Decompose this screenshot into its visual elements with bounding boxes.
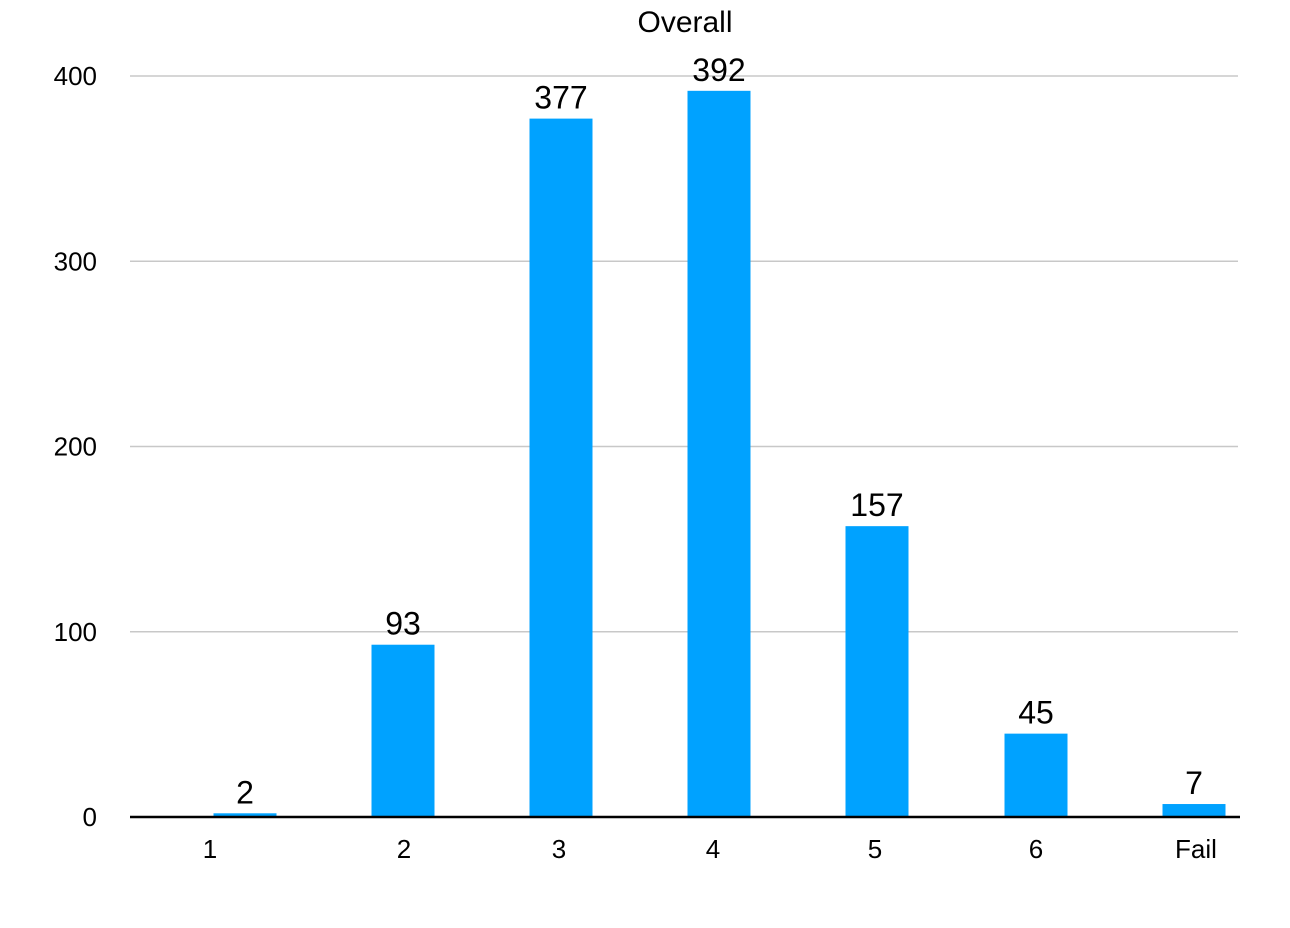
bar [1004, 733, 1068, 817]
y-tick-label: 400 [54, 61, 97, 91]
y-tick-label: 300 [54, 246, 97, 276]
chart-title: Overall [637, 6, 732, 39]
x-tick-label: 6 [1029, 834, 1043, 864]
x-tick-label: 2 [397, 834, 411, 864]
data-label: 157 [850, 487, 903, 523]
bar [687, 90, 751, 817]
x-tick-label: 5 [868, 834, 882, 864]
data-label: 45 [1018, 695, 1054, 731]
data-label: 93 [385, 606, 421, 642]
x-tick-label: 1 [203, 834, 217, 864]
x-tick-label: 3 [552, 834, 566, 864]
bar [371, 644, 435, 817]
data-label: 7 [1185, 765, 1203, 801]
y-tick-label: 0 [83, 802, 97, 832]
y-tick-label: 100 [54, 617, 97, 647]
bars [213, 90, 1226, 818]
y-axis-ticks: 0 100 200 300 400 [54, 61, 97, 832]
bar [213, 813, 277, 817]
bar [845, 526, 909, 817]
x-tick-label: Fail [1175, 834, 1217, 864]
x-axis-ticks: 1 2 3 4 5 6 Fail [203, 834, 1217, 864]
data-labels: 2 93 377 392 157 45 7 [236, 52, 1203, 810]
gridlines [130, 75, 1238, 633]
x-tick-label: 4 [706, 834, 720, 864]
bar [1162, 804, 1226, 817]
data-label: 2 [236, 774, 254, 810]
data-label: 377 [534, 80, 587, 116]
bar [529, 118, 593, 818]
y-tick-label: 200 [54, 432, 97, 462]
data-label: 392 [692, 52, 745, 88]
